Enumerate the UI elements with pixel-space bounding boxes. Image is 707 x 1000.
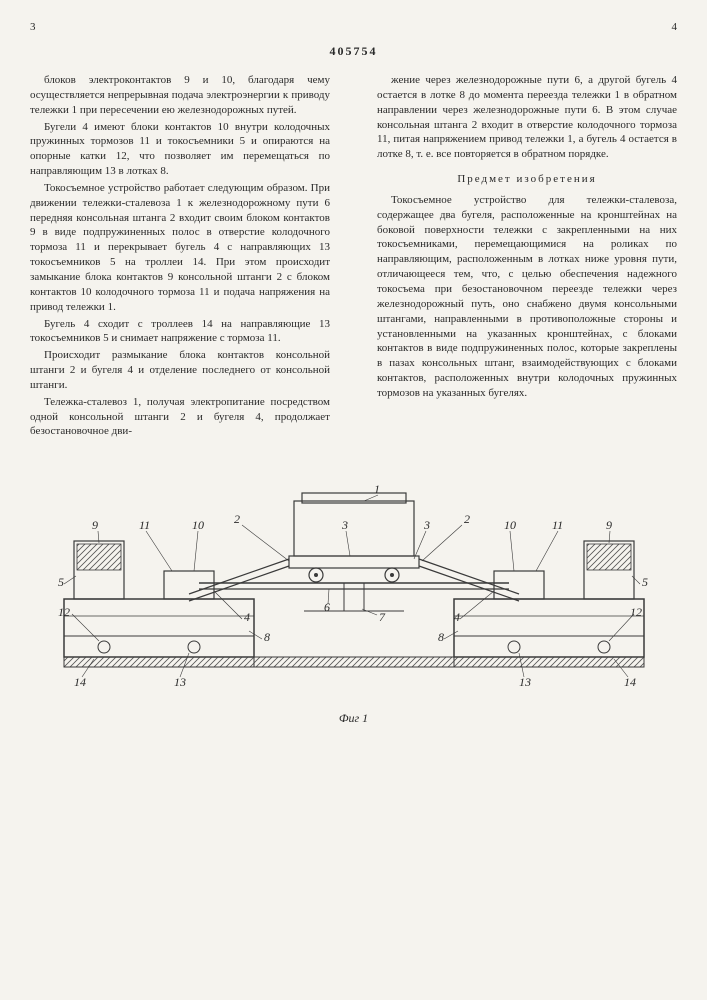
para: Происходит размыкание блока контактов ко…: [30, 348, 330, 393]
claim-text: Токосъемное устройство для тележки-стале…: [377, 193, 677, 401]
para: блоков электроконтактов 9 и 10, благодар…: [30, 73, 330, 118]
svg-text:11: 11: [552, 518, 563, 532]
para: Тележка-сталевоз 1, получая электропитан…: [30, 395, 330, 440]
text-columns: блоков электроконтактов 9 и 10, благодар…: [30, 73, 677, 441]
left-column: блоков электроконтактов 9 и 10, благодар…: [30, 73, 330, 441]
svg-text:12: 12: [630, 605, 642, 619]
para: Бугель 4 сходит с троллеев 14 на направл…: [30, 317, 330, 347]
svg-text:10: 10: [504, 518, 516, 532]
svg-text:3: 3: [423, 518, 430, 532]
svg-text:14: 14: [624, 675, 636, 689]
para: жение через железнодорожные пути 6, а др…: [377, 73, 677, 162]
svg-text:5: 5: [642, 575, 648, 589]
svg-text:14: 14: [74, 675, 86, 689]
svg-text:13: 13: [519, 675, 531, 689]
para: Бугели 4 имеют блоки контактов 10 внутри…: [30, 120, 330, 179]
svg-text:3: 3: [341, 518, 348, 532]
svg-text:10: 10: [192, 518, 204, 532]
svg-text:4: 4: [454, 610, 460, 624]
svg-text:2: 2: [464, 512, 470, 526]
page-num-left: 3: [30, 20, 36, 35]
svg-text:8: 8: [264, 630, 270, 644]
figure-svg: 2 9 11 10 5 12 4 8 14 13 1 3 6 7 2 3 9 1…: [44, 471, 664, 701]
svg-text:13: 13: [174, 675, 186, 689]
svg-text:2: 2: [234, 512, 240, 526]
svg-text:5: 5: [58, 575, 64, 589]
svg-text:9: 9: [606, 518, 612, 532]
figure-area: 2 9 11 10 5 12 4 8 14 13 1 3 6 7 2 3 9 1…: [30, 471, 677, 726]
claim-title: Предмет изобретения: [377, 172, 677, 187]
svg-text:9: 9: [92, 518, 98, 532]
svg-text:8: 8: [438, 630, 444, 644]
svg-text:11: 11: [139, 518, 150, 532]
patent-number: 405754: [30, 43, 677, 59]
svg-text:6: 6: [324, 600, 330, 614]
right-column: жение через железнодорожные пути 6, а др…: [377, 73, 677, 441]
page-num-right: 4: [672, 20, 678, 35]
svg-text:4: 4: [244, 610, 250, 624]
svg-text:12: 12: [58, 605, 70, 619]
svg-text:7: 7: [379, 610, 386, 624]
para: Токосъемное устройство работает следующи…: [30, 181, 330, 315]
figure-caption: Фиг 1: [30, 710, 677, 726]
svg-text:1: 1: [374, 482, 380, 496]
